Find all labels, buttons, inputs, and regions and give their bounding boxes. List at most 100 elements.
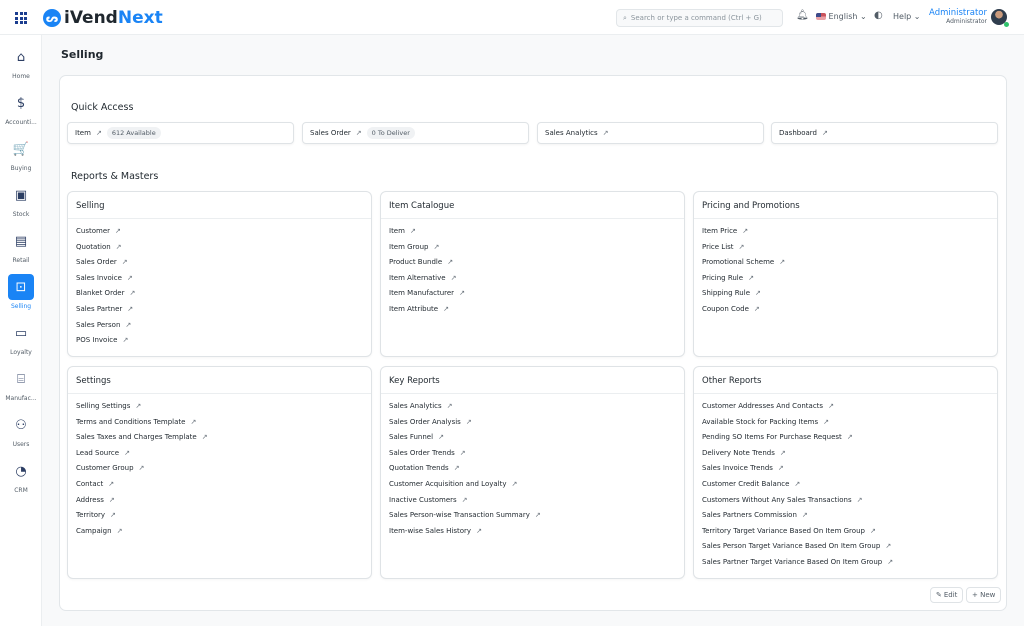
avatar[interactable] bbox=[991, 9, 1009, 27]
card-link[interactable]: POS Invoice ↗ bbox=[76, 336, 371, 352]
card-link[interactable]: Selling Settings ↗ bbox=[76, 402, 371, 418]
sidebar-item-selling[interactable]: ⊡ Selling bbox=[0, 274, 42, 310]
quick-access-label: Sales Order bbox=[310, 129, 351, 137]
sidebar-item-stock[interactable]: ▣ Stock bbox=[0, 182, 42, 219]
apps-grid-icon[interactable] bbox=[15, 12, 27, 24]
quick-access-label: Dashboard bbox=[779, 129, 817, 137]
card-link[interactable]: Sales Order ↗ bbox=[76, 258, 371, 274]
card-link[interactable]: Product Bundle ↗ bbox=[389, 258, 684, 274]
card-link[interactable]: Sales Invoice ↗ bbox=[76, 274, 371, 290]
sidebar-item-manufac[interactable]: ⌸ Manufac... bbox=[0, 366, 42, 403]
card-link[interactable]: Quotation ↗ bbox=[76, 243, 371, 259]
card-link[interactable]: Sales Taxes and Charges Template ↗ bbox=[76, 433, 371, 449]
user-menu[interactable]: Administrator Administrator bbox=[929, 8, 987, 25]
sidebar-item-label: Manufac... bbox=[5, 395, 37, 402]
search-input[interactable]: ⌕ Search or type a command (Ctrl + G) bbox=[616, 9, 783, 27]
sidebar-item-buying[interactable]: 🛒 Buying bbox=[0, 136, 42, 173]
card-link[interactable]: Customer Acquisition and Loyalty ↗ bbox=[389, 480, 684, 496]
card-link[interactable]: Contact ↗ bbox=[76, 480, 371, 496]
card-link[interactable]: Delivery Note Trends ↗ bbox=[702, 449, 997, 465]
card-link[interactable]: Sales Partner Target Variance Based On I… bbox=[702, 558, 997, 574]
card-link[interactable]: Sales Partners Commission ↗ bbox=[702, 511, 997, 527]
language-selector[interactable]: English ⌄ bbox=[816, 12, 867, 21]
arrow-up-right-icon: ↗ bbox=[129, 289, 136, 298]
card-link[interactable]: Sales Analytics ↗ bbox=[389, 402, 684, 418]
quick-access-sales-analytics[interactable]: Sales Analytics ↗ bbox=[537, 122, 764, 144]
arrow-up-right-icon: ↗ bbox=[821, 129, 828, 137]
card-link[interactable]: Lead Source ↗ bbox=[76, 449, 371, 465]
link-label: Blanket Order bbox=[76, 289, 125, 298]
card-link[interactable]: Sales Funnel ↗ bbox=[389, 433, 684, 449]
sidebar-item-users[interactable]: ⚇ Users bbox=[0, 412, 42, 449]
card-link[interactable]: Sales Person ↗ bbox=[76, 321, 371, 337]
quick-access-item[interactable]: Item ↗ 612 Available bbox=[67, 122, 294, 144]
card-link[interactable]: Price List ↗ bbox=[702, 243, 997, 259]
card-link[interactable]: Item Group ↗ bbox=[389, 243, 684, 259]
link-label: Pricing Rule bbox=[702, 273, 744, 282]
card-link[interactable]: Territory Target Variance Based On Item … bbox=[702, 527, 997, 543]
card-link[interactable]: Item Attribute ↗ bbox=[389, 305, 684, 321]
card-link[interactable]: Available Stock for Packing Items ↗ bbox=[702, 418, 997, 434]
arrow-up-right-icon: ↗ bbox=[138, 464, 145, 473]
card-link[interactable]: Item Alternative ↗ bbox=[389, 274, 684, 290]
help-menu[interactable]: Help ⌄ bbox=[893, 12, 921, 21]
card-link[interactable]: Coupon Code ↗ bbox=[702, 305, 997, 321]
card-link[interactable]: Sales Person Target Variance Based On It… bbox=[702, 542, 997, 558]
card-link[interactable]: Shipping Rule ↗ bbox=[702, 289, 997, 305]
card-link[interactable]: Customer ↗ bbox=[76, 227, 371, 243]
card-link[interactable]: Address ↗ bbox=[76, 496, 371, 512]
quick-access-sales-order[interactable]: Sales Order ↗ 0 To Deliver bbox=[302, 122, 529, 144]
logo[interactable]: ᔕ iVend Next bbox=[43, 8, 163, 28]
sidebar-item-label: Accounti... bbox=[5, 119, 37, 126]
arrow-up-right-icon: ↗ bbox=[116, 526, 123, 535]
card-link[interactable]: Item Manufacturer ↗ bbox=[389, 289, 684, 305]
card-link[interactable]: Promotional Scheme ↗ bbox=[702, 258, 997, 274]
sidebar-item-loyalty[interactable]: ▭ Loyalty bbox=[0, 320, 42, 357]
card-title: Item Catalogue bbox=[381, 192, 684, 219]
arrow-up-right-icon: ↗ bbox=[534, 511, 541, 520]
arrow-up-right-icon: ↗ bbox=[738, 242, 745, 251]
sidebar-item-retail[interactable]: ▤ Retail bbox=[0, 228, 42, 265]
sidebar-item-crm[interactable]: ◔ CRM bbox=[0, 458, 42, 495]
card-link[interactable]: Customer Group ↗ bbox=[76, 464, 371, 480]
card-link[interactable]: Item ↗ bbox=[389, 227, 684, 243]
sidebar-item-home[interactable]: ⌂ Home bbox=[0, 44, 42, 81]
link-label: Sales Funnel bbox=[389, 433, 434, 442]
card-link[interactable]: Sales Invoice Trends ↗ bbox=[702, 464, 997, 480]
sidebar-item-label: Retail bbox=[12, 257, 30, 264]
quick-access-dashboard[interactable]: Dashboard ↗ bbox=[771, 122, 998, 144]
arrow-up-right-icon: ↗ bbox=[828, 402, 834, 410]
arrow-up-right-icon: ↗ bbox=[459, 289, 465, 298]
link-label: Pending SO Items For Purchase Request bbox=[702, 433, 842, 442]
arrow-up-right-icon: ↗ bbox=[753, 304, 760, 313]
card-link[interactable]: Sales Partner ↗ bbox=[76, 305, 371, 321]
new-button[interactable]: + New bbox=[966, 587, 1002, 603]
link-label: Sales Partner Target Variance Based On I… bbox=[702, 557, 883, 566]
link-label: Item Alternative bbox=[389, 273, 446, 282]
card-link[interactable]: Territory ↗ bbox=[76, 511, 371, 527]
card-link[interactable]: Terms and Conditions Template ↗ bbox=[76, 418, 371, 434]
card-link[interactable]: Customers Without Any Sales Transactions… bbox=[702, 496, 997, 512]
card-link[interactable]: Pending SO Items For Purchase Request ↗ bbox=[702, 433, 997, 449]
edit-button[interactable]: ✎ Edit bbox=[930, 587, 964, 603]
card-link[interactable]: Inactive Customers ↗ bbox=[389, 496, 684, 512]
card-link[interactable]: Item Price ↗ bbox=[702, 227, 997, 243]
box-icon: ▣ bbox=[14, 187, 28, 203]
card-link[interactable]: Sales Person-wise Transaction Summary ↗ bbox=[389, 511, 684, 527]
card-link[interactable]: Customer Credit Balance ↗ bbox=[702, 480, 997, 496]
arrow-up-right-icon: ↗ bbox=[409, 227, 416, 235]
card-link[interactable]: Pricing Rule ↗ bbox=[702, 274, 997, 290]
bell-icon[interactable]: 🔔︎ bbox=[796, 10, 809, 21]
card-link[interactable]: Item-wise Sales History ↗ bbox=[389, 527, 684, 543]
link-label: Terms and Conditions Template bbox=[76, 417, 186, 426]
card-link[interactable]: Blanket Order ↗ bbox=[76, 289, 371, 305]
card-link[interactable]: Sales Order Analysis ↗ bbox=[389, 418, 684, 434]
sidebar-item-accounti[interactable]: $ Accounti... bbox=[0, 90, 42, 127]
card-link[interactable]: Sales Order Trends ↗ bbox=[389, 449, 684, 465]
card-link[interactable]: Campaign ↗ bbox=[76, 527, 371, 543]
palette-icon[interactable]: ◐ bbox=[874, 10, 883, 21]
card-link[interactable]: Customer Addresses And Contacts ↗ bbox=[702, 402, 997, 418]
card-link[interactable]: Quotation Trends ↗ bbox=[389, 464, 684, 480]
link-label: Customer Credit Balance bbox=[702, 479, 790, 488]
selling-icon: ⊡ bbox=[8, 274, 34, 300]
